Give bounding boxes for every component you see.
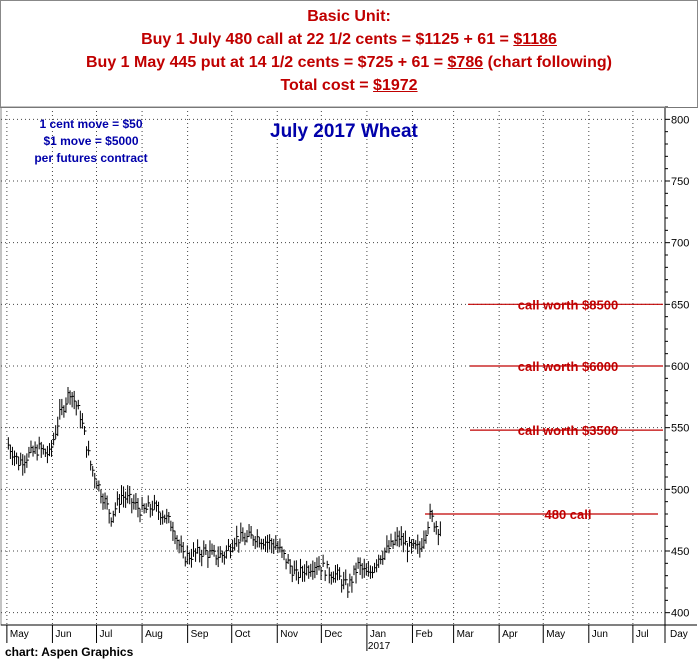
note-line-1: 1 cent move = $50 xyxy=(39,117,143,131)
y-tick-label: 800 xyxy=(671,114,689,126)
y-tick-label: 700 xyxy=(671,238,689,250)
y-tick-label: 550 xyxy=(671,423,689,435)
header-line-4: Total cost = $1972 xyxy=(0,77,698,95)
contract-note: 1 cent move = $50 $1 move = $5000 per fu… xyxy=(16,116,166,167)
note-line-3: per futures contract xyxy=(34,151,148,165)
header-line-3: Buy 1 May 445 put at 14 1/2 cents = $725… xyxy=(0,54,698,72)
annotation-label: call worth $3500 xyxy=(518,423,618,438)
y-tick-label: 600 xyxy=(671,361,689,373)
x-tick-label: Oct xyxy=(235,629,251,640)
header-line-2-total: $1186 xyxy=(513,31,557,48)
x-tick-label: Jan xyxy=(370,629,386,640)
annotation-label: call worth $8500 xyxy=(518,297,618,312)
year-label: 2017 xyxy=(368,641,391,652)
y-tick-label: 750 xyxy=(671,176,689,188)
x-tick-label: Day xyxy=(670,629,688,640)
header-line-4-text: Total cost = xyxy=(280,77,374,94)
x-tick-label: Nov xyxy=(280,629,298,640)
x-tick-label: Feb xyxy=(415,629,433,640)
x-tick-label: May xyxy=(546,629,565,640)
x-tick-label: Apr xyxy=(502,629,518,640)
x-tick-label: Jul xyxy=(100,629,113,640)
y-tick-label: 450 xyxy=(671,546,689,558)
header-line-1: Basic Unit: xyxy=(307,8,391,25)
x-tick-label: Mar xyxy=(457,629,475,640)
note-line-2: $1 move = $5000 xyxy=(43,134,139,148)
annotation-label: call worth $6000 xyxy=(518,359,618,374)
x-tick-label: Jun xyxy=(55,629,71,640)
x-tick-label: Jun xyxy=(592,629,608,640)
x-tick-label: Dec xyxy=(324,629,342,640)
x-tick-label: Sep xyxy=(191,629,209,640)
chart-title: July 2017 Wheat xyxy=(270,121,418,142)
y-tick-label: 400 xyxy=(671,608,689,620)
y-axis-ticks: 400 450 500 550 600 650 700 750 800 xyxy=(665,106,689,620)
chart-credit: chart: Aspen Graphics xyxy=(5,645,134,659)
y-tick-label: 650 xyxy=(671,299,689,311)
header-line-3-text: Buy 1 May 445 put at 14 1/2 cents = $725… xyxy=(85,54,448,71)
header-line-2: Buy 1 July 480 call at 22 1/2 cents = $1… xyxy=(0,31,698,49)
x-axis-ticks: May Jun Jul Aug Sep Oct Nov Dec Jan Feb Mar Apr May J… xyxy=(6,625,688,652)
y-tick-label: 500 xyxy=(671,484,689,496)
header-line-3-total: $786 xyxy=(447,54,484,71)
annotation-label: 480 call xyxy=(545,507,592,522)
header-line-2-text: Buy 1 July 480 call at 22 1/2 cents = $1… xyxy=(141,31,514,48)
annotation-layer: call worth $8500 call worth $6000 call wor… xyxy=(425,297,663,522)
x-tick-label: May xyxy=(10,629,29,640)
grid-lines xyxy=(1,107,665,625)
header-line-4-total: $1972 xyxy=(373,77,418,94)
price-bars xyxy=(7,387,441,598)
header-line-3-suffix: (chart following) xyxy=(483,54,612,71)
x-tick-label: Aug xyxy=(145,629,163,640)
x-tick-label: Jul xyxy=(636,629,649,640)
